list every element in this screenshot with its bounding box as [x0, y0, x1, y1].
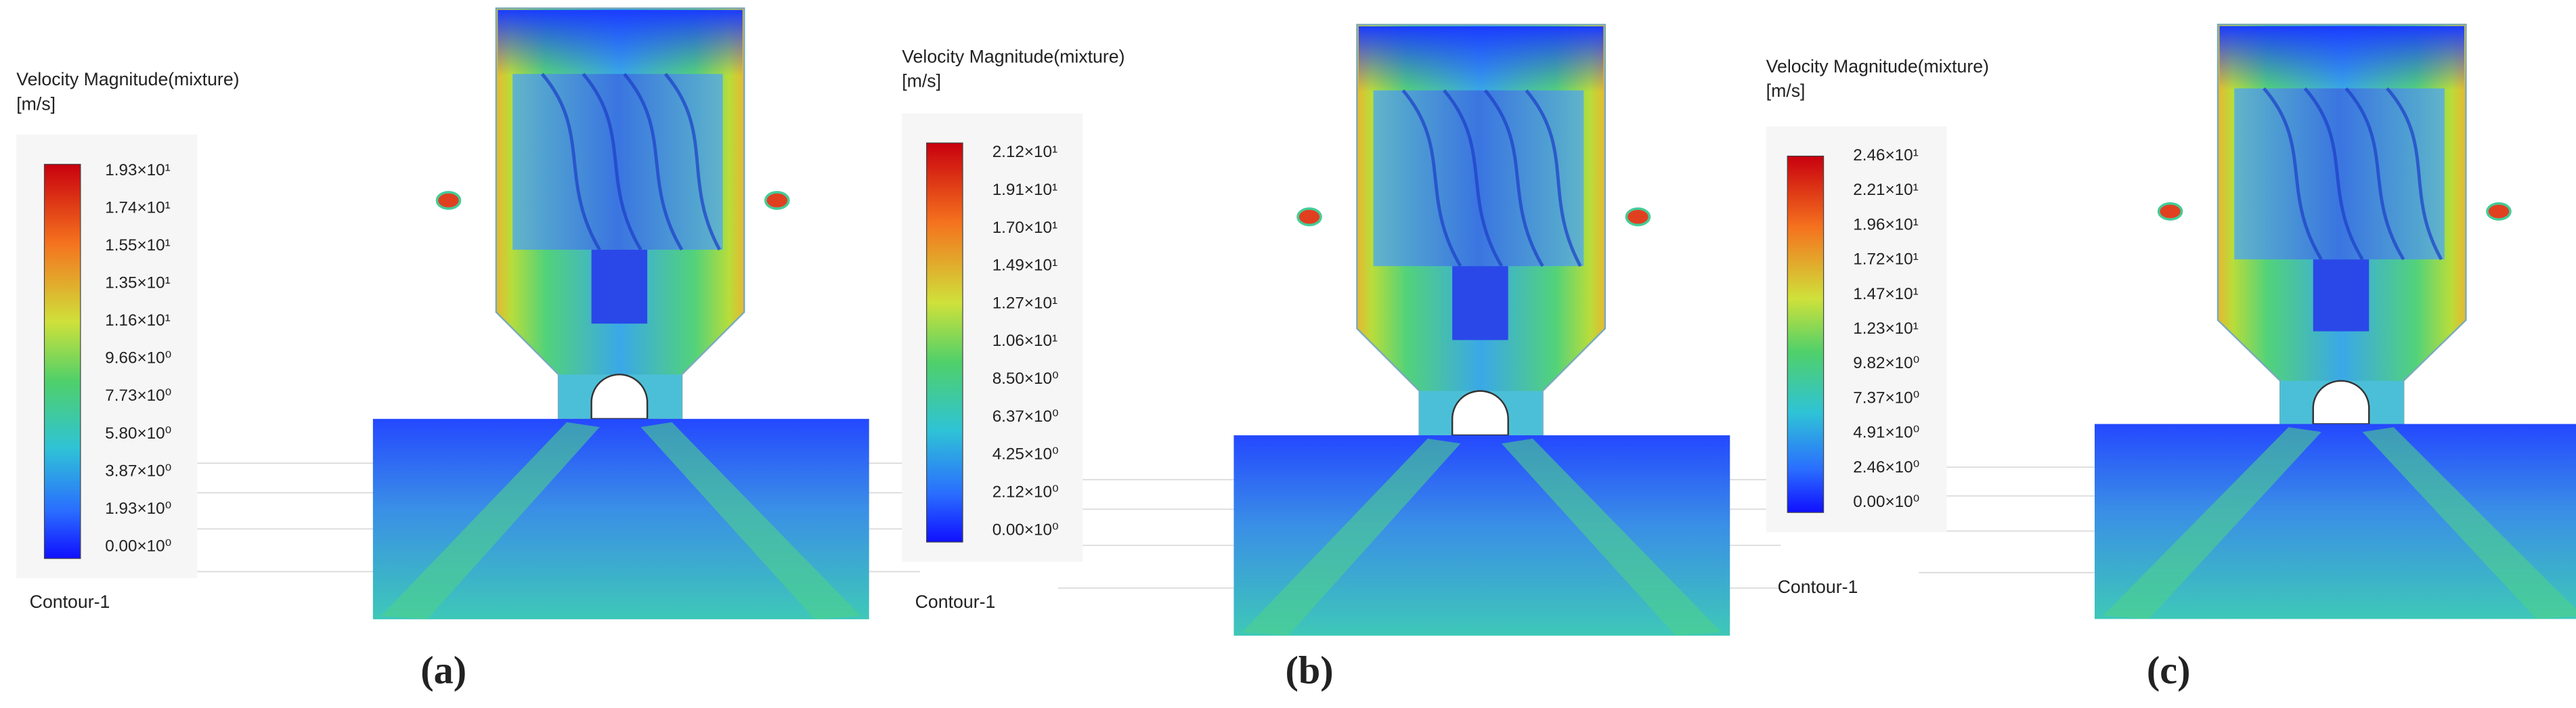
colorbar-tick-label: 2.21×10¹	[1853, 181, 1918, 199]
colorbar-tick-label: 1.06×10¹	[992, 332, 1057, 350]
colorbar-tick-label: 2.46×10⁰	[1853, 458, 1919, 477]
colorbar-tick-label: 1.93×10⁰	[105, 500, 171, 518]
colorbar-tick-label: 9.66×10⁰	[105, 349, 171, 368]
colorbar-tick-label: 1.72×10¹	[1853, 250, 1918, 269]
colorbar-tick-label: 7.37×10⁰	[1853, 389, 1919, 407]
colorbar-tick-label: 8.50×10⁰	[992, 370, 1059, 388]
colorbar	[43, 164, 81, 559]
colorbar-tick-label: 1.16×10¹	[105, 311, 170, 330]
legend-title: Velocity Magnitude(mixture)	[16, 69, 239, 89]
colorbar-tick-label: 6.37×10⁰	[992, 407, 1059, 426]
legend-unit: [m/s]	[1766, 81, 1806, 101]
legend-title: Velocity Magnitude(mixture)	[902, 46, 1125, 66]
colorbar-tick-label: 1.55×10¹	[105, 236, 170, 255]
contour-label: Contour-1	[915, 592, 996, 612]
legend-title: Velocity Magnitude(mixture)	[1766, 56, 1989, 76]
legend-unit: [m/s]	[16, 94, 56, 114]
colorbar-tick-label: 1.35×10¹	[105, 274, 170, 292]
panel-caption: (c)	[2147, 648, 2191, 692]
colorbar-tick-label: 1.74×10¹	[105, 198, 170, 217]
panel-caption: (b)	[1285, 648, 1333, 692]
colorbar	[1787, 155, 1825, 513]
colorbar-tick-label: 0.00×10⁰	[992, 521, 1059, 539]
colorbar-tick-label: 1.47×10¹	[1853, 285, 1918, 303]
colorbar-tick-label: 1.49×10¹	[992, 257, 1057, 275]
colorbar-tick-label: 1.23×10¹	[1853, 319, 1918, 338]
contour-label: Contour-1	[30, 592, 110, 612]
legend-unit: [m/s]	[902, 71, 941, 91]
colorbar-tick-label: 1.93×10¹	[105, 161, 170, 179]
colorbar-tick-label: 4.91×10⁰	[1853, 424, 1919, 442]
panel-caption: (a)	[420, 648, 466, 692]
contour-plot	[197, 8, 920, 619]
colorbar-tick-label: 2.12×10¹	[992, 143, 1057, 161]
colorbar-tick-label: 2.46×10¹	[1853, 146, 1918, 164]
colorbar-tick-label: 0.00×10⁰	[1853, 493, 1919, 511]
colorbar-tick-label: 1.96×10¹	[1853, 215, 1918, 234]
contour-plot	[1919, 24, 2576, 619]
colorbar-tick-label: 2.12×10⁰	[992, 483, 1059, 501]
colorbar-tick-label: 3.87×10⁰	[105, 462, 171, 480]
contour-label: Contour-1	[1778, 577, 1858, 597]
colorbar	[926, 142, 963, 543]
colorbar-tick-label: 9.82×10⁰	[1853, 354, 1919, 372]
colorbar-tick-label: 1.91×10¹	[992, 181, 1057, 199]
colorbar-tick-label: 7.73×10⁰	[105, 386, 171, 405]
colorbar-tick-label: 4.25×10⁰	[992, 445, 1059, 464]
colorbar-tick-label: 0.00×10⁰	[105, 537, 171, 556]
colorbar-tick-label: 1.70×10¹	[992, 219, 1057, 237]
colorbar-tick-label: 5.80×10⁰	[105, 424, 171, 443]
contour-plot	[1058, 24, 1781, 636]
colorbar-tick-label: 1.27×10¹	[992, 294, 1057, 312]
